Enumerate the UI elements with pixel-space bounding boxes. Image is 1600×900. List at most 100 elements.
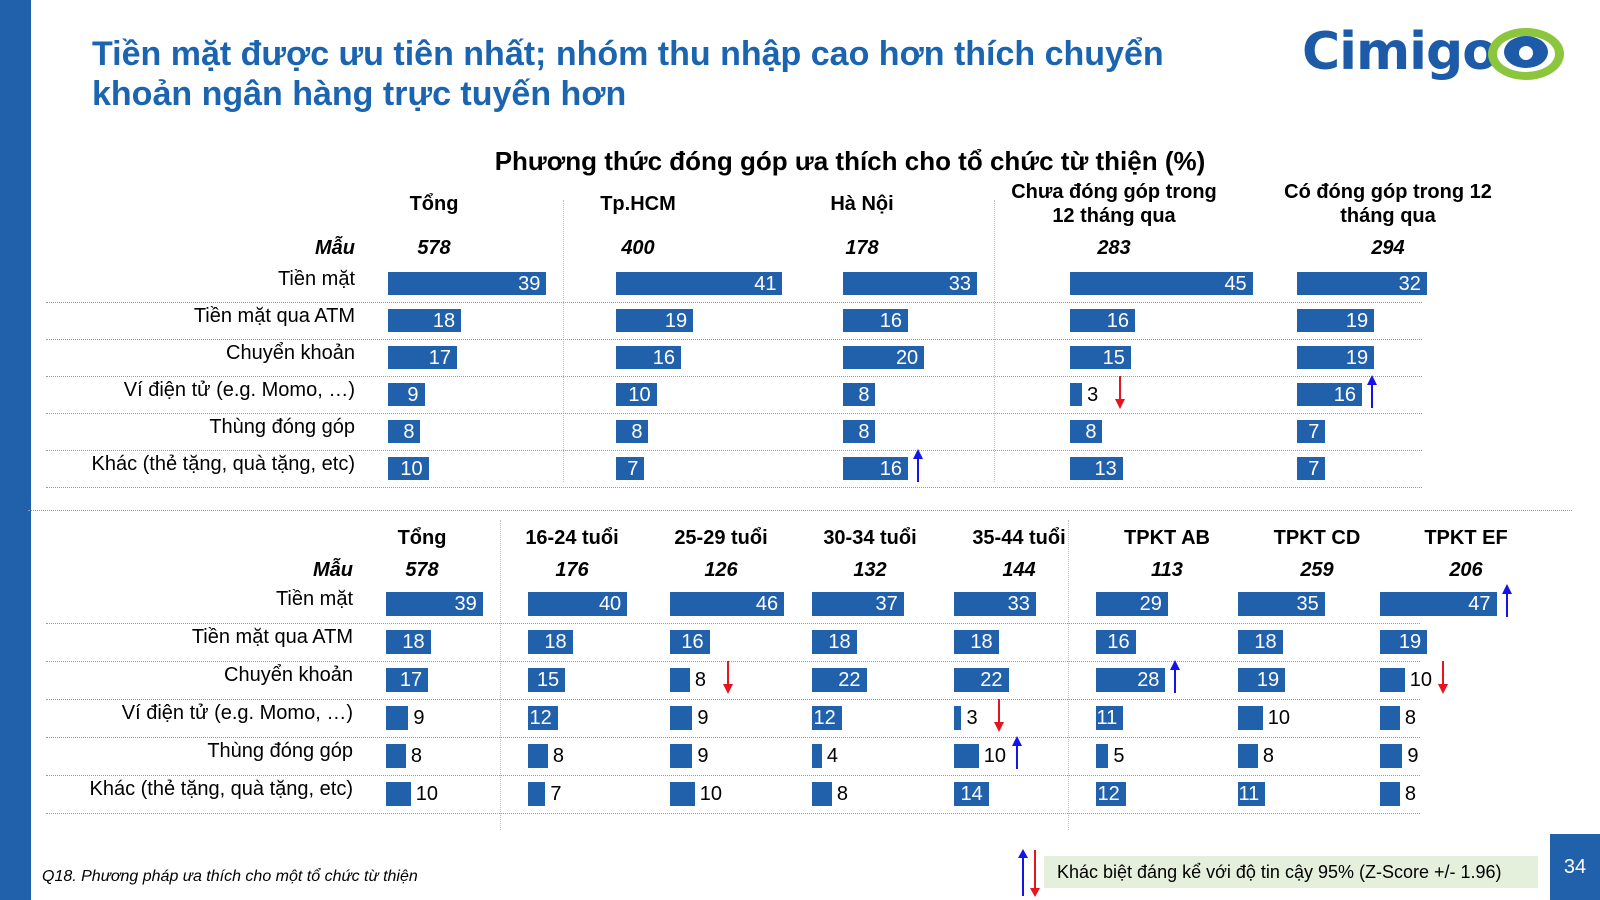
chart1-data-label: 45 [1224, 273, 1247, 295]
chart1-data-label: 41 [754, 273, 777, 295]
chart1-sample-size: 294 [1371, 237, 1405, 259]
legend-box [1044, 856, 1538, 888]
chart2-data-label: 19 [1256, 669, 1280, 691]
chart1-bar [616, 420, 649, 443]
chart1-sample-size: 283 [1097, 237, 1131, 259]
chart2-bar [1380, 706, 1400, 730]
up-arrow-icon [912, 449, 923, 482]
chart2-bar [1380, 630, 1428, 654]
chart1-category-label: Ví điện tử (e.g. Momo, …) [123, 379, 355, 401]
significance-arrows-icon [1018, 849, 1040, 897]
chart1-data-label: 19 [1345, 310, 1369, 332]
down-arrow-icon [994, 699, 1005, 732]
chart2-bar [386, 668, 429, 692]
chart2-data-label: 11 [1096, 707, 1118, 729]
up-arrow-icon [1501, 584, 1512, 617]
chart2-data-label: 37 [875, 593, 898, 615]
chart2-data-label: 9 [697, 745, 709, 767]
chart2-bar [1096, 706, 1124, 730]
chart1-bar [1297, 346, 1375, 369]
chart2-data-label: 9 [697, 707, 709, 729]
chart2-bar [812, 706, 842, 730]
chart1-data-label: 17 [428, 347, 452, 369]
chart1-bar [843, 420, 876, 443]
chart2-bar [670, 782, 695, 806]
chart2-sample-label: Mẫu [313, 559, 353, 581]
chart2-data-label: 35 [1296, 593, 1319, 615]
chart2-data-label: 3 [966, 707, 978, 729]
chart1-data-label: 16 [1106, 310, 1129, 332]
chart1-bar [843, 346, 925, 369]
chart2-sample-size: 176 [555, 559, 589, 581]
chart2-series-header: 35-44 tuổi [972, 527, 1066, 549]
chart1-data-label: 16 [879, 458, 902, 480]
chart2-category-label: Tiền mặt qua ATM [191, 626, 353, 648]
chart2-bar [1380, 592, 1497, 616]
chart2-row-divider [46, 737, 1420, 738]
section-divider [28, 510, 1572, 511]
chart1-sample-label: Mẫu [315, 237, 355, 259]
chart1-bar [843, 457, 908, 480]
chart1-series-header: Chưa đóng góp trong 12 tháng qua [1011, 181, 1217, 227]
chart2-data-label: 22 [980, 669, 1003, 691]
chart1-data-label: 3 [1087, 384, 1099, 406]
chart1-bar [1297, 457, 1326, 480]
chart1-bar [1297, 272, 1427, 295]
chart2-bar [1380, 668, 1405, 692]
chart2-bar [812, 782, 832, 806]
chart1-data-label: 7 [1308, 421, 1320, 443]
chart1-data-label: 18 [432, 310, 456, 332]
chart1-bar [1070, 420, 1103, 443]
chart2-bar [1238, 744, 1258, 768]
chart1-bar [1297, 420, 1326, 443]
chart2-data-label: 40 [598, 593, 622, 615]
chart2-bar [812, 630, 857, 654]
chart2-data-label: 12 [529, 707, 552, 729]
chart2-bar [1096, 630, 1136, 654]
chart2-bar [954, 592, 1036, 616]
chart1-data-label: 15 [1102, 347, 1125, 369]
chart1-column-separator [563, 200, 564, 482]
chart2-bar [1238, 706, 1263, 730]
page-title: Tiền mặt được ưu tiên nhất; nhóm thu nhậ… [92, 35, 1164, 113]
chart2-data-label: 18 [970, 631, 993, 653]
chart2-series-header: TPKT EF [1424, 527, 1508, 549]
chart2-category-label: Tiền mặt [275, 588, 353, 610]
chart1-data-label: 8 [858, 421, 870, 443]
chart1-bar [616, 457, 645, 480]
chart1-row-divider [46, 413, 1422, 414]
chart1-data-label: 8 [1085, 421, 1097, 443]
chart2-bar [528, 744, 548, 768]
chart2-series-header: 16-24 tuổi [525, 527, 619, 549]
chart2-bar [1238, 630, 1283, 654]
chart2-column-separator [500, 520, 501, 830]
chart2-category-label: Chuyển khoản [224, 664, 353, 686]
chart2-data-label: 8 [1404, 707, 1416, 729]
chart2-series-header: TPKT CD [1273, 527, 1361, 549]
chart2-bar [812, 592, 904, 616]
chart2-series-header: 25-29 tuổi [674, 527, 768, 549]
chart2-data-label: 12 [813, 707, 836, 729]
chart2-bar [670, 592, 785, 616]
chart2-sample-size: 126 [704, 559, 738, 581]
chart1-data-label: 19 [1345, 347, 1369, 369]
page-number: 34 [1550, 834, 1600, 900]
chart1-bar [843, 383, 876, 406]
up-arrow-icon [1011, 736, 1022, 769]
chart-title: Phương thức đóng góp ưa thích cho tổ chứ… [494, 146, 1206, 176]
chart2-data-label: 9 [1407, 745, 1419, 767]
chart2-data-label: 10 [699, 783, 723, 805]
chart2-data-label: 28 [1137, 669, 1160, 691]
logo-eye-icon [1488, 28, 1564, 80]
chart1-bar [388, 420, 421, 443]
chart2-column-separator [1068, 520, 1069, 830]
chart1-data-label: 13 [1094, 458, 1117, 480]
chart1-bar [388, 309, 462, 332]
chart2-bar [528, 706, 558, 730]
chart1-column-separator [994, 200, 995, 482]
chart2-bar [386, 592, 483, 616]
chart2-bar [528, 630, 573, 654]
chart1-data-label: 7 [1308, 458, 1320, 480]
chart2-bar [1238, 668, 1286, 692]
chart1-data-label: 8 [403, 421, 415, 443]
